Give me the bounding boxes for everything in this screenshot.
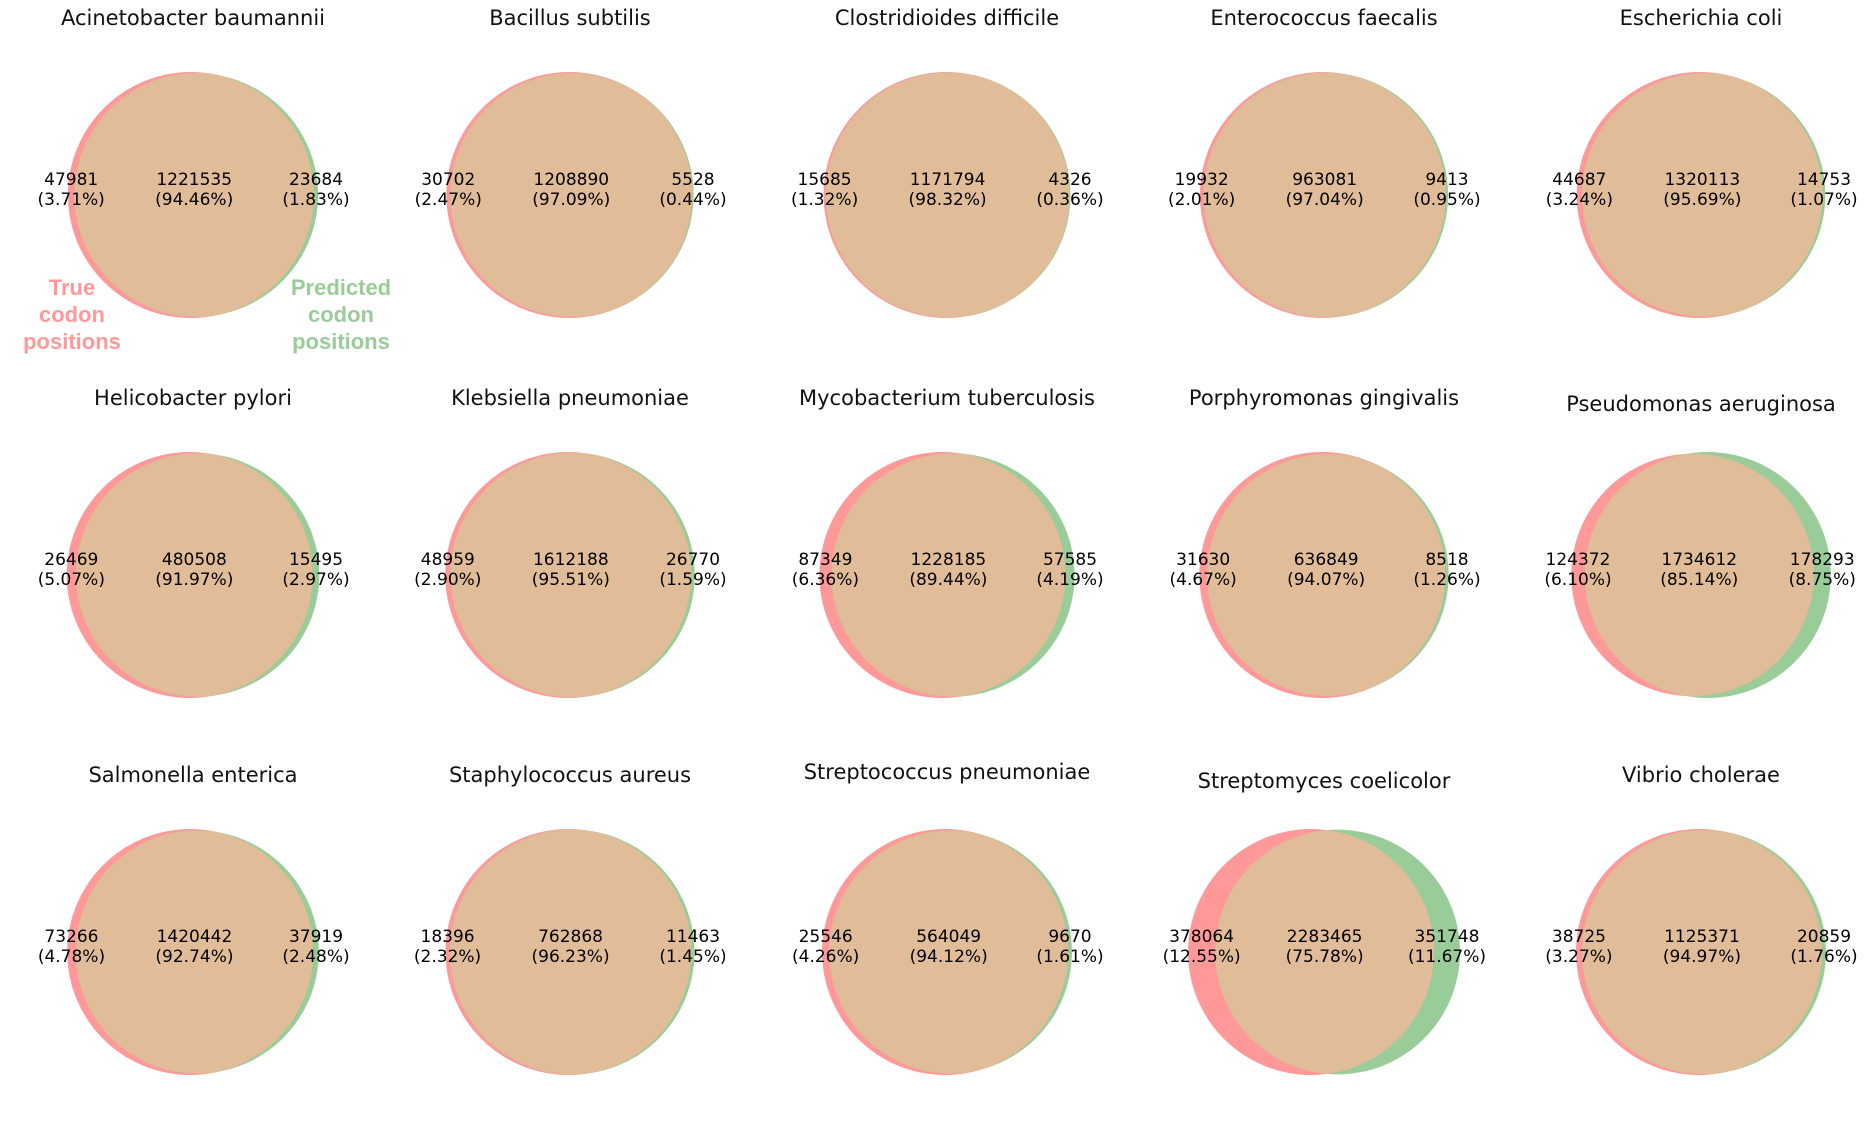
overlap-region [450,452,692,698]
overlap-count: 1221535 (94.46%) [155,170,233,210]
venn-panel: Pseudomonas aeruginosa 124372 (6.10%) 17346… [1544,392,1856,698]
overlap-region [1581,829,1823,1075]
predicted-only-count: 9413 (0.95%) [1413,170,1480,210]
panel-title: Pseudomonas aeruginosa [1566,392,1836,416]
panel-title: Streptomyces coelicolor [1198,769,1451,793]
predicted-only-count: 5528 (0.44%) [659,170,726,210]
true-only-count: 31630 (4.67%) [1170,550,1237,590]
predicted-only-count: 9670 (1.61%) [1036,927,1103,967]
venn-panel: Staphylococcus aureus 18396 (2.32%) 762868(… [414,763,727,1075]
overlap-region [450,73,693,317]
predicted-only-count: 178293 (8.75%) [1789,550,1856,590]
predicted-only-count: 15495 (2.97%) [282,550,349,590]
predicted-only-count: 8518 (1.26%) [1413,550,1480,590]
overlap-region [1215,829,1435,1075]
overlap-count: 1612188 (95.51%) [532,550,610,590]
predicted-only-count: 351748 (11.67%) [1408,927,1486,967]
overlap-count: 1734612 (85.14%) [1660,550,1738,590]
panel-title: Helicobacter pylori [94,386,292,410]
predicted-only-count: 20859 (1.76%) [1790,927,1857,967]
venn-panel: Helicobacter pylori 26469 (5.07%) 480508 (91… [38,386,350,698]
overlap-region [829,830,1069,1074]
panel-title: Mycobacterium tuberculosis [799,386,1095,410]
overlap-count: 564049 (94.12%) [910,927,988,967]
predicted-only-count: 14753 (1.07%) [1790,170,1857,210]
true-only-count: 25546 (4.26%) [792,927,859,967]
overlap-count: 1208890 (97.09%) [532,170,610,210]
true-set-label: True codon positions [23,275,121,354]
overlap-region [1584,453,1814,697]
true-only-count: 124372 (6.10%) [1544,550,1611,590]
overlap-region [831,453,1066,697]
venn-panel: Salmonella enterica 73266 (4.78%) 1420442 (9… [38,763,350,1075]
panel-title: Klebsiella pneumoniae [451,386,689,410]
predicted-only-count: 4326 (0.36%) [1036,170,1103,210]
overlap-count: 1171794 (98.32%) [909,170,987,210]
overlap-count: 636849 (94.07%) [1287,550,1365,590]
true-only-count: 44687 (3.24%) [1546,170,1613,210]
true-only-count: 38725 (3.27%) [1545,927,1612,967]
overlap-region [1206,454,1446,696]
panel-title: Salmonella enterica [88,763,297,787]
panel-title: Staphylococcus aureus [449,763,691,787]
true-only-count: 15685 (1.32%) [791,170,858,210]
overlap-count: 1125371 (94.97%) [1663,927,1741,967]
true-only-count: 73266 (4.78%) [38,927,105,967]
true-only-count: 47981 (3.71%) [38,170,105,210]
true-only-count: 18396 (2.32%) [414,927,481,967]
panel-title: Bacillus subtilis [489,6,651,30]
overlap-region [449,829,692,1075]
overlap-count: 480508 (91.97%) [155,550,233,590]
true-only-count: 48959 (2.90%) [414,550,481,590]
predicted-only-count: 37919 (2.48%) [282,927,349,967]
venn-panel: Clostridioides difficile 15685 (1.32%) 1171… [791,6,1104,318]
venn-panel: Vibrio cholerae 38725 (3.27%) 1125371 (94.97… [1545,763,1858,1075]
overlap-count: 1420442 (92.74%) [155,927,233,967]
true-only-count: 87349 (6.36%) [792,550,859,590]
venn-panel: Acinetobacter baumannii 47981 (3.71%) 12215… [23,6,391,354]
panel-title: Enterococcus faecalis [1210,6,1437,30]
venn-panel: Streptomyces coelicolor 378064 (12.55%) 228… [1163,769,1486,1075]
venn-panel: Mycobacterium tuberculosis 87349 (6.36%) 12… [792,386,1104,698]
overlap-region [1203,72,1446,318]
predicted-only-count: 57585 (4.19%) [1036,550,1103,590]
overlap-count: 1320113 (95.69%) [1663,170,1741,210]
venn-panel: Escherichia coli 44687 (3.24%) 1320113 (95.6… [1546,6,1858,318]
overlap-count: 1228185 (89.44%) [909,550,987,590]
predicted-only-count: 26770 (1.59%) [659,550,726,590]
venn-panel: Enterococcus faecalis 19932 (2.01%) 963081(… [1168,6,1481,318]
overlap-region [75,830,314,1074]
overlap-region [75,453,313,697]
overlap-count: 963081 (97.04%) [1286,170,1364,210]
overlap-region [1582,73,1823,317]
panel-title: Clostridioides difficile [835,6,1059,30]
true-only-count: 378064 (12.55%) [1163,927,1241,967]
venn-panel: Klebsiella pneumoniae 48959 (2.90%) 1612188… [414,386,727,698]
panel-title: Acinetobacter baumannii [61,6,325,30]
panel-title: Vibrio cholerae [1622,763,1780,787]
venn-panel: Bacillus subtilis 30702 (2.47%) 1208890 (97.… [415,6,727,318]
venn-panel: Streptococcus pneumoniae 25546 (4.26%) 5640… [792,760,1104,1075]
predicted-set-label: Predicted codon positions [291,275,391,354]
overlap-count: 762868 (96.23%) [532,927,610,967]
true-only-count: 26469 (5.07%) [38,550,105,590]
true-only-count: 30702 (2.47%) [415,170,482,210]
panel-title: Porphyromonas gingivalis [1189,386,1459,410]
venn-panel: Porphyromonas gingivalis 31630 (4.67%) 6368… [1170,386,1481,698]
predicted-only-count: 23684 (1.83%) [282,170,349,210]
panel-title: Escherichia coli [1620,6,1783,30]
overlap-region [825,72,1070,318]
overlap-count: 2283465 (75.78%) [1286,927,1364,967]
predicted-only-count: 11463 (1.45%) [659,927,726,967]
overlap-region [74,73,314,317]
panel-title: Streptococcus pneumoniae [804,760,1091,784]
true-only-count: 19932 (2.01%) [1168,170,1235,210]
